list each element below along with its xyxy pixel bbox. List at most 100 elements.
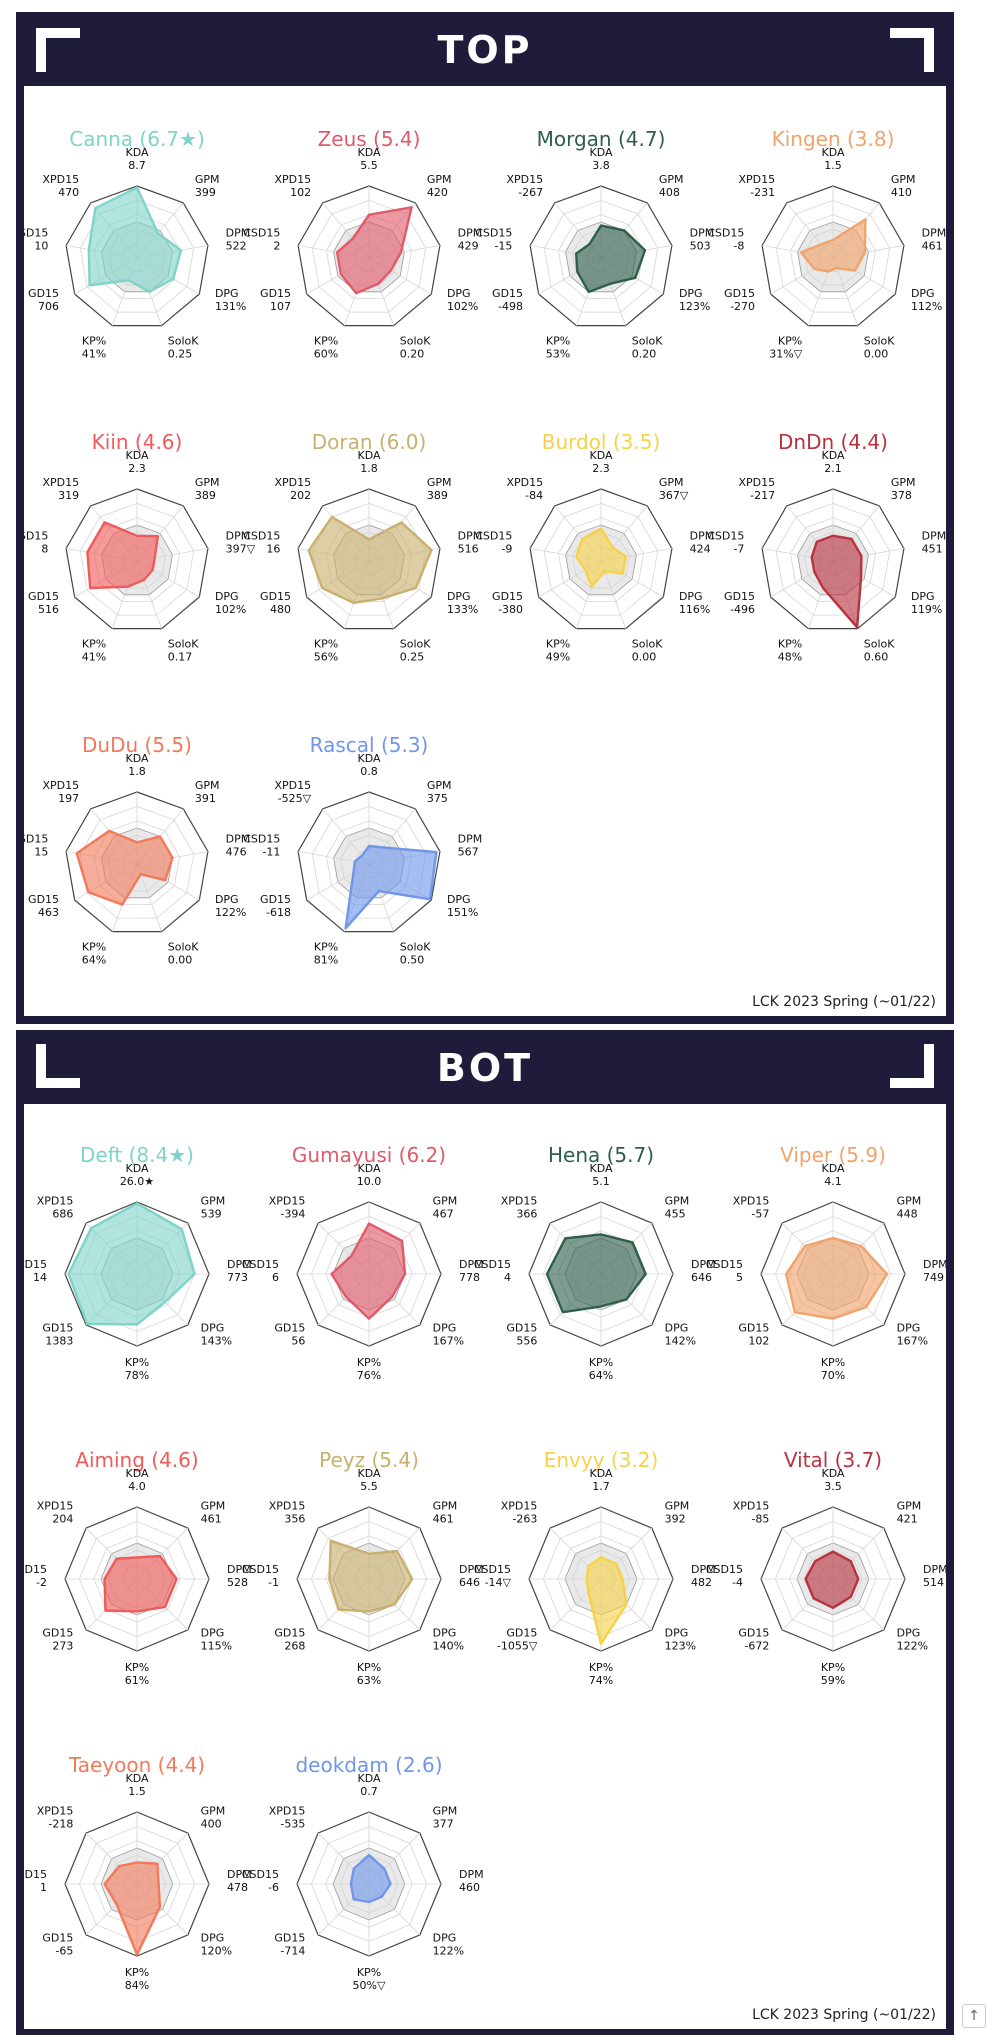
grid-ring <box>775 502 891 616</box>
axis-value: 167% <box>897 1335 928 1348</box>
axis-value: -1 <box>268 1576 279 1589</box>
axis-value: 56 <box>291 1335 305 1348</box>
axis-value: 366 <box>516 1207 537 1220</box>
axis-label: GPM <box>665 1499 690 1512</box>
axis-value: -9 <box>501 542 512 555</box>
axis-value: 197 <box>58 792 79 805</box>
axis-value: 421 <box>897 1512 918 1525</box>
axis-label: GPM <box>195 173 220 186</box>
axis-value: 5.5 <box>360 159 378 172</box>
axis-value: 0.20 <box>632 348 657 361</box>
axis-label: GPM <box>891 476 916 489</box>
axis-label: CSD15 <box>706 1563 743 1576</box>
axis-value: 448 <box>897 1207 918 1220</box>
axis-value: 74% <box>589 1674 613 1687</box>
axis-label: CSD15 <box>24 1868 47 1881</box>
axis-label: GD15 <box>28 287 59 300</box>
axis-value: 116% <box>679 603 710 616</box>
axis-label: KDA <box>821 146 844 159</box>
player-title-morgan: Morgan (4.7) <box>537 127 666 151</box>
axis-value: 53% <box>546 348 570 361</box>
player-polygon-zeus <box>335 206 413 295</box>
axis-label: GD15 <box>274 1627 305 1640</box>
axis-value: 706 <box>38 300 59 313</box>
axis-value: 556 <box>516 1335 537 1348</box>
player-title-rascal: Rascal (5.3) <box>310 733 429 757</box>
axis-value: 119% <box>911 603 942 616</box>
axis-value: 76% <box>357 1369 381 1382</box>
axis-label: XPD15 <box>269 1804 306 1817</box>
axis-label: XPD15 <box>43 779 80 792</box>
axis-value: 749 <box>923 1271 944 1284</box>
axis-value: 0.00 <box>632 651 657 664</box>
axis-label: KP% <box>125 1661 149 1674</box>
axis-value: -618 <box>266 906 291 919</box>
axis-value: 1.7 <box>592 1480 610 1493</box>
axis-value: 64% <box>589 1369 613 1382</box>
axis-label: CSD15 <box>243 832 280 845</box>
player-title-zeus: Zeus (5.4) <box>318 127 421 151</box>
axis-value: 3.8 <box>592 159 610 172</box>
axis-label: CSD15 <box>243 529 280 542</box>
axis-label: DPG <box>447 287 471 300</box>
axis-value: 8.7 <box>128 159 146 172</box>
grid-ring <box>529 488 673 630</box>
axis-label: DPG <box>679 287 703 300</box>
axis-label: DPG <box>911 590 935 603</box>
axis-value: -267 <box>518 186 543 199</box>
axis-value: 470 <box>58 186 79 199</box>
grid-ring <box>65 185 209 327</box>
axis-label: KDA <box>589 1162 612 1175</box>
axis-label: GPM <box>659 476 684 489</box>
bot-footer-source: LCK 2023 Spring (~01/22) <box>752 2007 936 2023</box>
axis-value: 5.1 <box>592 1175 610 1188</box>
axis-label: GD15 <box>42 1322 73 1335</box>
axis-value: 424 <box>690 542 711 555</box>
axis-value: 0.17 <box>168 651 193 664</box>
player-title-gumayusi: Gumayusi (6.2) <box>292 1143 446 1167</box>
axis-value: 5 <box>736 1271 743 1284</box>
axis-label: CSD15 <box>706 1258 743 1271</box>
axis-value: 140% <box>433 1640 464 1653</box>
player-title-viper: Viper (5.9) <box>780 1143 886 1167</box>
axis-value: 102% <box>447 300 478 313</box>
axis-label: KDA <box>589 1467 612 1480</box>
grid-ring <box>65 791 209 933</box>
axis-value: -1055▽ <box>497 1640 538 1653</box>
axis-label: SoloK <box>864 638 895 651</box>
player-title-kingen: Kingen (3.8) <box>772 127 895 151</box>
axis-label: DPM <box>922 226 946 239</box>
axis-label: GD15 <box>260 590 291 603</box>
axis-label: XPD15 <box>37 1499 74 1512</box>
axis-value: -57 <box>751 1207 769 1220</box>
axis-value: 367▽ <box>659 489 689 502</box>
axis-label: GD15 <box>274 1932 305 1945</box>
axis-value: 460 <box>459 1881 480 1894</box>
axis-label: XPD15 <box>501 1194 538 1207</box>
axis-value: 522 <box>226 239 247 252</box>
axis-label: DPG <box>215 590 239 603</box>
axis-value: 50%▽ <box>353 1979 386 1992</box>
axis-value: -14▽ <box>485 1576 512 1589</box>
scroll-to-top-button[interactable]: ↑ <box>962 2004 986 2028</box>
axis-label: CSD15 <box>24 832 48 845</box>
axis-label: KDA <box>125 449 148 462</box>
axis-value: 112% <box>911 300 942 313</box>
axis-value: 2 <box>273 239 280 252</box>
axis-value: 391 <box>195 792 216 805</box>
axis-value: 389 <box>427 489 448 502</box>
grid-ring <box>79 805 195 919</box>
axis-label: KP% <box>125 1966 149 1979</box>
axis-label: GPM <box>891 173 916 186</box>
grid-ring <box>790 214 876 299</box>
axis-label: GPM <box>433 1499 458 1512</box>
axis-label: SoloK <box>168 941 199 954</box>
axis-value: 686 <box>52 1207 73 1220</box>
axis-label: GPM <box>201 1499 226 1512</box>
axis-label: CSD15 <box>475 226 512 239</box>
axis-value: 60% <box>314 348 338 361</box>
axis-value: -11 <box>262 845 280 858</box>
